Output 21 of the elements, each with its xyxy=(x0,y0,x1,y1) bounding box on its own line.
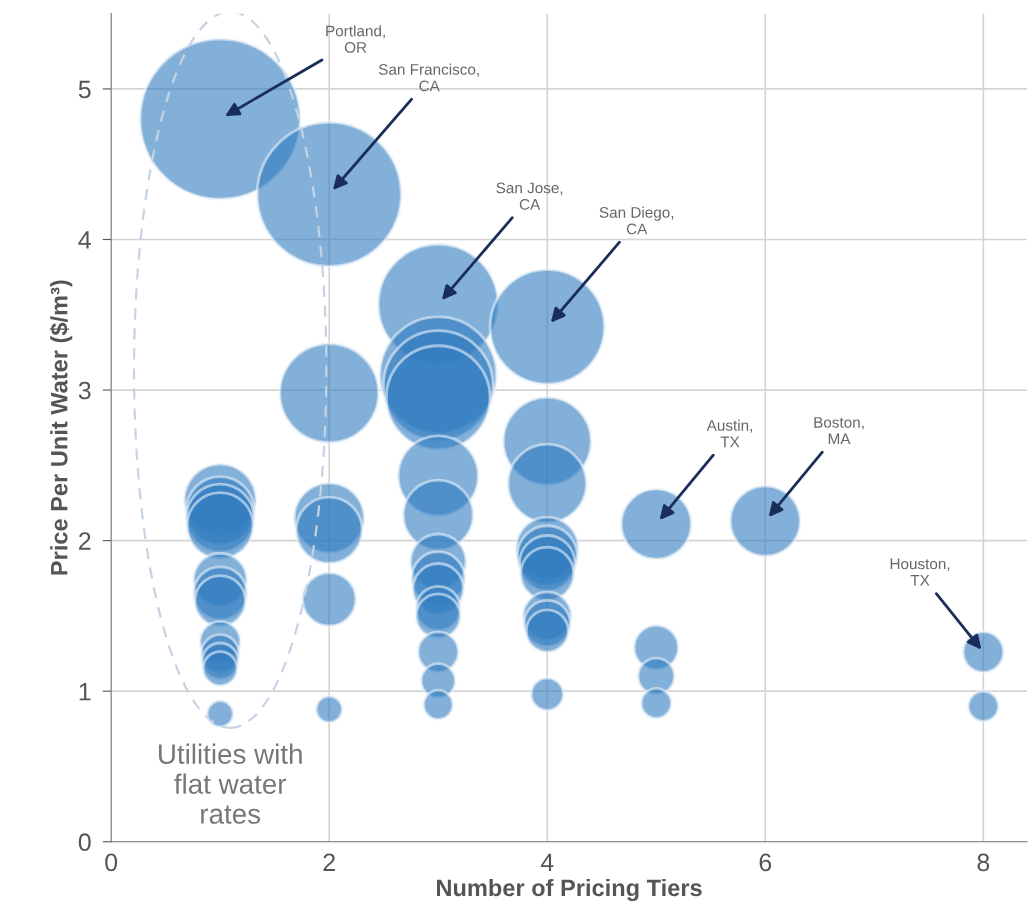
x-tick-label: 0 xyxy=(105,853,118,872)
y-tick-label: 4 xyxy=(78,231,91,249)
x-tick-label: 8 xyxy=(977,853,990,872)
y-tick-label: 1 xyxy=(79,683,91,701)
annotation: Boston, MA xyxy=(814,417,864,445)
x-tick-label: 2 xyxy=(323,853,335,871)
x-tick-label: 6 xyxy=(759,853,772,872)
annotation: San Diego, CA xyxy=(599,206,674,235)
y-tick-label: 0 xyxy=(78,833,91,852)
x-tick-label: 4 xyxy=(540,853,554,871)
annotation: San Francisco, CA xyxy=(378,63,479,92)
y-axis-title: Price Per Unit Water ($/m³) xyxy=(49,280,73,575)
annotation: Portland, OR xyxy=(326,25,385,53)
annotation: Austin, TX xyxy=(706,419,752,448)
annotation: Houston, TX xyxy=(890,558,950,586)
y-tick-label: 3 xyxy=(78,381,91,400)
y-tick-label: 2 xyxy=(79,532,91,550)
annotation: San Jose, CA xyxy=(496,182,563,210)
annotation: Utilities with flat water rates xyxy=(159,743,302,824)
x-axis-title: Number of Pricing Tiers xyxy=(437,878,702,902)
y-tick-label: 5 xyxy=(78,80,91,99)
